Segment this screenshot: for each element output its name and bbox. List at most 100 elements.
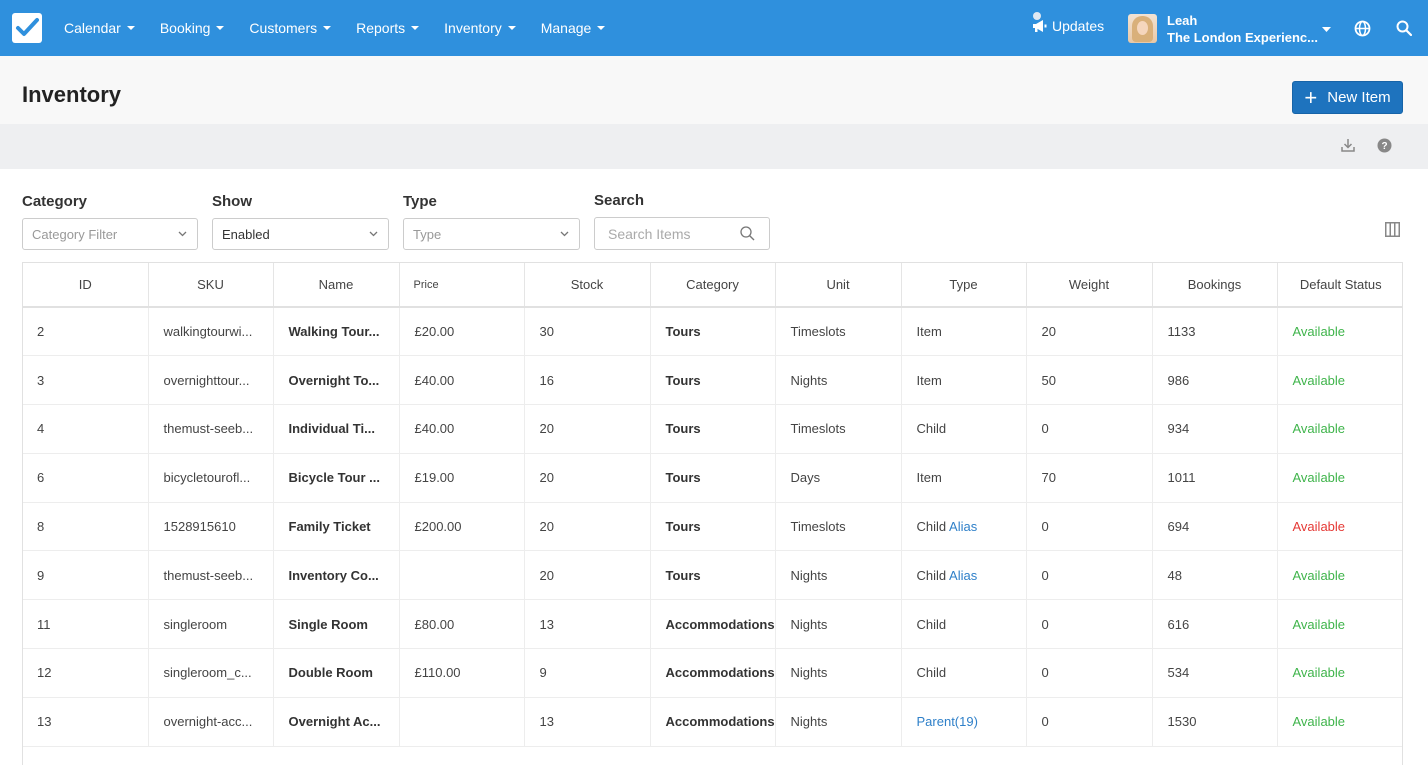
cell-name[interactable]: Overnight Ac... xyxy=(273,697,400,747)
cell-sku: overnight-acc... xyxy=(148,697,274,747)
cell-category: Tours xyxy=(650,307,776,357)
cell-price: £40.00 xyxy=(399,404,525,454)
table-row[interactable]: 13 overnight-acc... Overnight Ac... 13 Accom… xyxy=(23,697,1402,747)
column-header-bookings[interactable]: Bookings xyxy=(1152,263,1278,308)
type-text: Child xyxy=(916,519,947,535)
cell-name[interactable]: Inventory Co... xyxy=(273,550,400,601)
checkbox-logo-icon[interactable] xyxy=(12,13,42,43)
cell-default-status: Available xyxy=(1277,355,1402,406)
table-row[interactable]: 2 walkingtourwi... Walking Tour... £20.00 30… xyxy=(23,307,1402,357)
column-header-name[interactable]: Name xyxy=(273,263,400,308)
show-filter-label: Show xyxy=(212,193,252,210)
avatar[interactable] xyxy=(1128,14,1157,43)
type-link[interactable]: Alias xyxy=(949,567,978,583)
cell-stock: 20 xyxy=(524,550,651,601)
nav-booking[interactable]: Booking xyxy=(160,20,225,36)
type-text: Child xyxy=(916,665,947,681)
cell-type: Item xyxy=(901,307,1027,357)
caret-down-icon xyxy=(507,26,516,30)
cell-category: Tours xyxy=(650,355,776,406)
table-row[interactable]: 3 overnighttour... Overnight To... £40.00 16… xyxy=(23,355,1402,406)
page-header: Inventory + New Item xyxy=(0,56,1428,124)
search-icon xyxy=(740,226,755,241)
cell-weight: 0 xyxy=(1026,697,1153,747)
cell-price: £20.00 xyxy=(399,307,525,357)
cell-name[interactable]: Family Ticket xyxy=(273,502,400,552)
nav-manage[interactable]: Manage xyxy=(541,20,606,36)
user-company[interactable]: The London Experienc... xyxy=(1167,30,1318,45)
globe-icon[interactable] xyxy=(1354,20,1371,37)
cell-unit: Nights xyxy=(775,599,902,650)
chevron-down-icon xyxy=(178,231,187,237)
cell-price: £19.00 xyxy=(399,453,525,503)
column-header-weight[interactable]: Weight xyxy=(1026,263,1153,308)
cell-name[interactable]: Single Room xyxy=(273,599,400,650)
cell-name[interactable]: Double Room xyxy=(273,648,400,698)
cell-name[interactable]: Overnight To... xyxy=(273,355,400,406)
nav-customers[interactable]: Customers xyxy=(249,20,332,36)
cell-id: 11 xyxy=(23,599,149,650)
cell-default-status: Available xyxy=(1277,550,1402,601)
columns-icon[interactable] xyxy=(1385,222,1400,237)
user-name[interactable]: Leah xyxy=(1167,13,1198,28)
column-header-price[interactable]: Price xyxy=(399,263,525,308)
inventory-table: ID SKU Name Price Stock Category Unit Ty… xyxy=(22,262,1403,765)
caret-down-icon[interactable] xyxy=(1322,27,1331,32)
new-item-button[interactable]: + New Item xyxy=(1292,81,1403,114)
table-row[interactable]: 8 1528915610 Family Ticket £200.00 20 Tours Ti… xyxy=(23,502,1402,552)
column-header-default-status[interactable]: Default Status xyxy=(1277,263,1402,308)
nav-calendar[interactable]: Calendar xyxy=(64,20,135,36)
show-select[interactable]: Enabled xyxy=(212,218,389,250)
column-header-sku[interactable]: SKU xyxy=(148,263,274,308)
cell-sku: overnighttour... xyxy=(148,355,274,406)
table-row[interactable]: 12 singleroom_c... Double Room £110.00 9 Acco… xyxy=(23,648,1402,698)
column-header-id[interactable]: ID xyxy=(23,263,149,308)
cell-price: £80.00 xyxy=(399,599,525,650)
caret-down-icon xyxy=(411,26,420,30)
nav-inventory[interactable]: Inventory xyxy=(444,20,516,36)
cell-sku: themust-seeb... xyxy=(148,550,274,601)
cell-sku: bicycletourofl... xyxy=(148,453,274,503)
cell-sku: walkingtourwi... xyxy=(148,307,274,357)
cell-category: Tours xyxy=(650,404,776,454)
updates-link[interactable]: Updates xyxy=(1032,12,1104,34)
table-row[interactable]: 11 singleroom Single Room £80.00 13 Accommoda… xyxy=(23,599,1402,650)
type-link[interactable]: Parent(19) xyxy=(916,714,978,730)
table-row[interactable]: 4 themust-seeb... Individual Ti... £40.00 20… xyxy=(23,404,1402,454)
type-text: Child xyxy=(916,421,947,437)
cell-name[interactable]: Individual Ti... xyxy=(273,404,400,454)
download-icon[interactable] xyxy=(1341,138,1355,152)
search-icon[interactable] xyxy=(1396,20,1412,36)
cell-id: 4 xyxy=(23,404,149,454)
type-select[interactable]: Type xyxy=(403,218,580,250)
cell-category: Accommodations xyxy=(650,599,776,650)
cell-id: 8 xyxy=(23,502,149,552)
type-link[interactable]: Alias xyxy=(949,519,978,535)
cell-category: Tours xyxy=(650,550,776,601)
svg-text:?: ? xyxy=(1381,141,1387,152)
cell-price xyxy=(399,697,525,747)
table-row[interactable]: 6 bicycletourofl... Bicycle Tour ... £19.00… xyxy=(23,453,1402,503)
cell-type: Child xyxy=(901,404,1027,454)
cell-stock: 16 xyxy=(524,355,651,406)
cell-stock: 9 xyxy=(524,648,651,698)
column-header-stock[interactable]: Stock xyxy=(524,263,651,308)
cell-id: 12 xyxy=(23,648,149,698)
column-header-unit[interactable]: Unit xyxy=(775,263,902,308)
column-header-type[interactable]: Type xyxy=(901,263,1027,308)
cell-id: 2 xyxy=(23,307,149,357)
column-header-category[interactable]: Category xyxy=(650,263,776,308)
main-menu: Calendar Booking Customers Reports Inven… xyxy=(64,0,630,56)
cell-weight: 0 xyxy=(1026,550,1153,601)
cell-stock: 13 xyxy=(524,599,651,650)
category-select[interactable]: Category Filter xyxy=(22,218,198,250)
help-icon[interactable]: ? xyxy=(1377,138,1392,153)
table-row[interactable]: 9 themust-seeb... Inventory Co... 20 Tours Ni… xyxy=(23,550,1402,601)
cell-name[interactable]: Bicycle Tour ... xyxy=(273,453,400,503)
nav-reports[interactable]: Reports xyxy=(356,20,420,36)
cell-unit: Timeslots xyxy=(775,404,902,454)
cell-id: 9 xyxy=(23,550,149,601)
plus-icon: + xyxy=(1304,84,1318,110)
cell-name[interactable]: Walking Tour... xyxy=(273,307,400,357)
search-input[interactable]: Search Items xyxy=(594,217,770,250)
